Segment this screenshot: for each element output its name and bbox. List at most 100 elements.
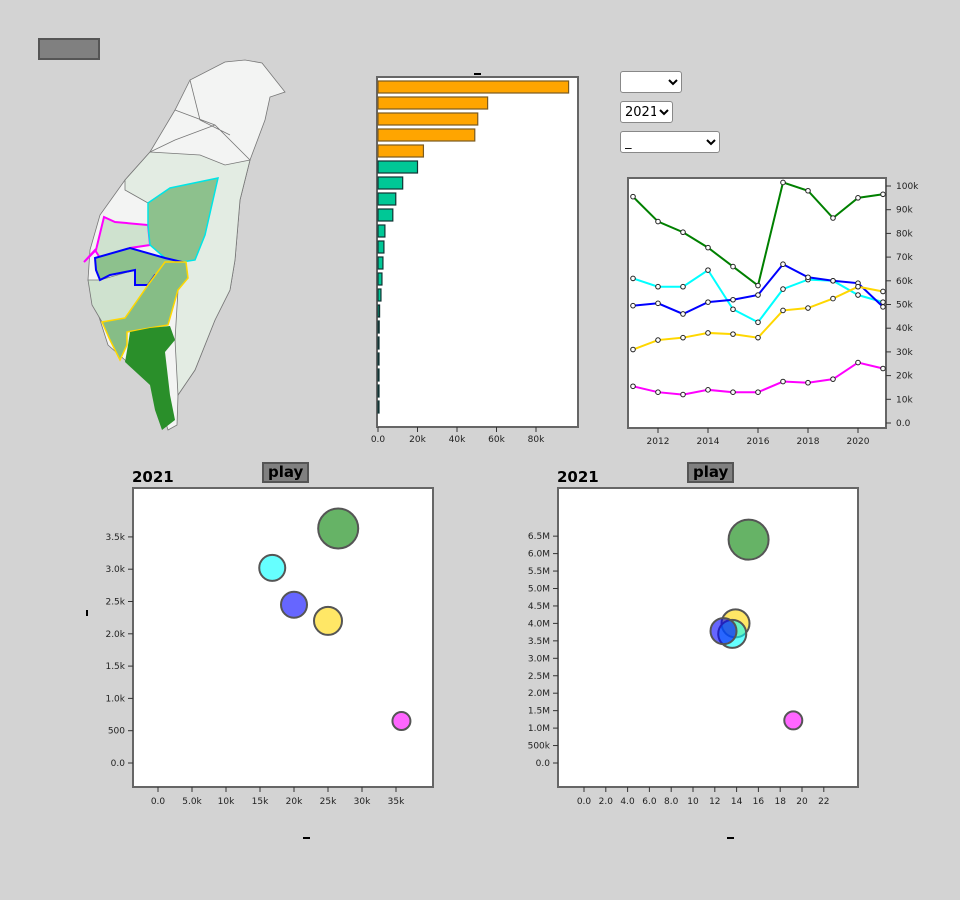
data-point-blue bbox=[730, 296, 736, 303]
data-point-yellow bbox=[630, 346, 636, 353]
scatter2-x-label bbox=[727, 837, 734, 839]
y-tick-label: 6.0M bbox=[528, 550, 550, 560]
data-point-green bbox=[780, 179, 786, 186]
data-point-blue bbox=[755, 292, 761, 298]
data-point-yellow bbox=[730, 331, 736, 337]
x-tick-label: 20k bbox=[409, 435, 426, 445]
y-tick-label: 3.0k bbox=[105, 565, 125, 575]
data-point-blue bbox=[705, 299, 711, 305]
bar-chart: 0.0 20k 40k 60k 80k bbox=[371, 76, 579, 445]
data-point-yellow bbox=[805, 305, 811, 311]
x-tick-label: 20 bbox=[796, 797, 808, 807]
bar bbox=[377, 384, 380, 398]
data-point-blue bbox=[680, 311, 686, 317]
y-tick-label: 1.5k bbox=[105, 662, 125, 672]
x-tick-label: 2020 bbox=[847, 437, 870, 447]
bar bbox=[377, 112, 479, 126]
y-tick-label: 0.0 bbox=[111, 759, 126, 769]
scatter-frame bbox=[557, 487, 859, 788]
scatter1-x-label bbox=[303, 837, 310, 839]
y-tick-label: 3.5M bbox=[528, 637, 550, 647]
y-tick-label: 2.5M bbox=[528, 672, 550, 682]
map-toggle-button[interactable] bbox=[38, 38, 100, 60]
y-tick-label: 5.0M bbox=[528, 585, 550, 595]
bubble-magenta bbox=[391, 711, 412, 732]
data-point-green bbox=[805, 187, 811, 194]
data-point-yellow bbox=[830, 295, 836, 302]
data-point-blue bbox=[880, 304, 886, 310]
y-tick-label: 6.5M bbox=[528, 532, 550, 542]
bubble-yellow bbox=[313, 605, 343, 636]
data-point-magenta bbox=[855, 359, 861, 366]
year-select[interactable]: 2021 bbox=[620, 101, 673, 123]
bar bbox=[377, 288, 382, 302]
y-tick-label: 500 bbox=[108, 727, 125, 737]
x-tick-label: 2012 bbox=[647, 437, 670, 447]
y-tick-label: 4.5M bbox=[528, 602, 550, 612]
bubble-cyan bbox=[258, 553, 287, 582]
line-chart: 0.0 10k 20k 30k 40k 50k 60k 70k 80k 90k 100k 2012 20… bbox=[627, 177, 919, 447]
x-tick-label: 18 bbox=[774, 797, 786, 807]
data-point-magenta bbox=[755, 389, 761, 395]
x-tick-label: 2018 bbox=[797, 437, 820, 447]
data-point-magenta bbox=[655, 389, 661, 395]
data-point-magenta bbox=[730, 389, 736, 395]
bar bbox=[377, 368, 380, 382]
y-tick-label: 3.0M bbox=[528, 654, 550, 664]
y-tick-label: 1.0M bbox=[528, 724, 550, 734]
scatter1-year-label: 2021 bbox=[132, 468, 174, 486]
taiwan-map bbox=[83, 59, 286, 431]
y-tick-label: 100k bbox=[896, 182, 919, 192]
bar bbox=[377, 160, 419, 174]
x-tick-label: 0.0 bbox=[577, 797, 592, 807]
x-tick-label: 20k bbox=[286, 797, 303, 807]
data-point-yellow bbox=[655, 337, 661, 343]
y-tick-label: 0.0 bbox=[536, 759, 551, 769]
bar bbox=[377, 96, 489, 110]
y-tick-label: 70k bbox=[896, 253, 913, 263]
bubble-green bbox=[727, 518, 770, 561]
x-tick-label: 5.0k bbox=[182, 797, 202, 807]
scatter-chart-2: 0.0 2.0 4.0 6.0 8.0 10 12 14 16 18 20 22 0.0 500k 1.0M… bbox=[528, 487, 859, 807]
y-tick-label: 20k bbox=[896, 372, 913, 382]
x-tick-label: 12 bbox=[709, 797, 720, 807]
x-tick-label: 22 bbox=[818, 797, 829, 807]
data-point-cyan bbox=[730, 306, 736, 313]
line-chart-frame bbox=[627, 177, 887, 429]
map-region-pingtung bbox=[125, 326, 175, 430]
measure-select[interactable]: _ bbox=[620, 131, 720, 153]
map-region-nantou bbox=[147, 177, 219, 263]
bubble-magenta bbox=[783, 710, 804, 731]
y-tick-label: 10k bbox=[896, 395, 913, 405]
bar bbox=[377, 400, 380, 414]
bar bbox=[377, 80, 570, 94]
data-point-yellow bbox=[880, 288, 886, 295]
data-point-magenta bbox=[630, 383, 636, 390]
bar bbox=[377, 320, 380, 334]
scatter1-play-button[interactable]: play bbox=[262, 462, 310, 483]
y-tick-label: 5.5M bbox=[528, 567, 550, 577]
data-point-cyan bbox=[780, 286, 786, 292]
x-tick-label: 6.0 bbox=[642, 797, 657, 807]
x-tick-label: 30k bbox=[354, 797, 371, 807]
data-point-green bbox=[705, 244, 711, 251]
data-point-cyan bbox=[755, 319, 761, 326]
bar bbox=[377, 272, 383, 286]
y-tick-label: 80k bbox=[896, 229, 913, 239]
bar bbox=[377, 144, 425, 158]
data-point-blue bbox=[805, 274, 811, 281]
x-tick-label: 4.0 bbox=[620, 797, 635, 807]
data-point-green bbox=[880, 191, 886, 198]
category-select[interactable] bbox=[620, 71, 682, 93]
scatter2-year-label: 2021 bbox=[557, 468, 599, 486]
scatter-chart-1: 0.0 5.0k 10k 15k 20k 25k 30k 35k 0.0 500 1.0k 1.5k 2… bbox=[105, 487, 434, 807]
bar bbox=[377, 192, 397, 206]
data-point-green bbox=[655, 218, 661, 225]
scatter2-play-button[interactable]: play bbox=[687, 462, 735, 483]
data-point-magenta bbox=[680, 391, 686, 398]
data-point-green bbox=[680, 229, 686, 236]
data-point-cyan bbox=[855, 292, 861, 298]
data-point-yellow bbox=[780, 307, 786, 314]
x-tick-label: 15k bbox=[252, 797, 269, 807]
data-point-yellow bbox=[855, 283, 861, 290]
